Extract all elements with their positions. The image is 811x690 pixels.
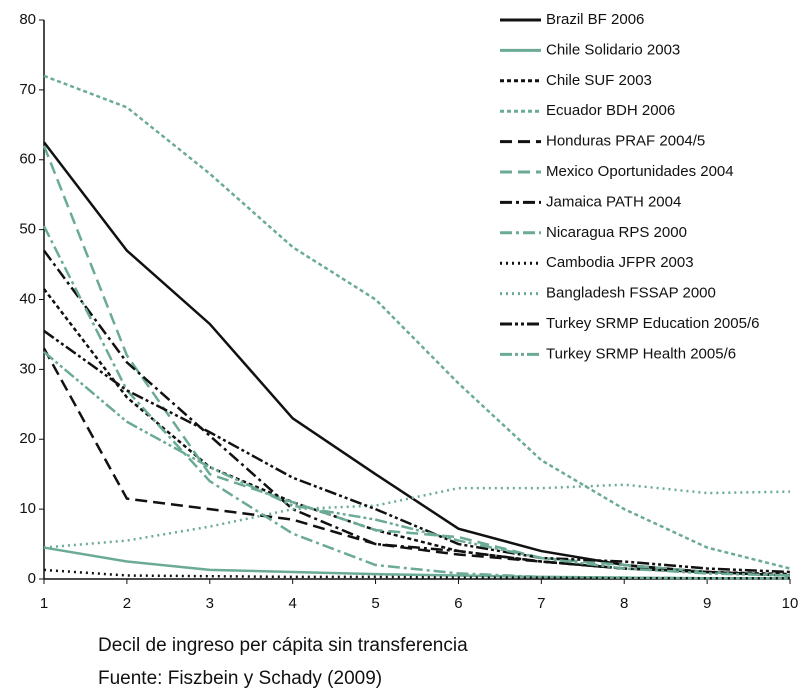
y-tick-label: 20 — [19, 430, 36, 447]
legend-label: Jamaica PATH 2004 — [546, 193, 681, 210]
x-tick-label: 6 — [454, 595, 462, 612]
y-tick-label: 50 — [19, 221, 36, 238]
series-line — [42, 225, 790, 580]
legend-label: Chile Solidario 2003 — [546, 41, 680, 58]
y-tick-label: 30 — [19, 360, 36, 377]
y-tick-label: 60 — [19, 151, 36, 168]
x-tick-label: 7 — [537, 595, 545, 612]
legend-label: Nicaragua RPS 2000 — [546, 224, 687, 241]
x-tick-label: 2 — [123, 595, 131, 612]
legend-label: Honduras PRAF 2004/5 — [546, 133, 705, 150]
series-line — [43, 546, 790, 580]
legend-label: Turkey SRMP Education 2005/6 — [546, 315, 759, 332]
x-tick-label: 8 — [620, 595, 628, 612]
legend-label: Chile SUF 2003 — [546, 72, 652, 89]
y-tick-label: 10 — [19, 500, 36, 517]
series-line — [43, 483, 791, 549]
series-line — [43, 350, 791, 577]
x-tick-label: 1 — [40, 595, 48, 612]
y-tick-label: 70 — [19, 81, 36, 98]
y-tick-label: 0 — [28, 570, 36, 587]
y-tick-label: 40 — [19, 290, 36, 307]
x-tick-label: 5 — [371, 595, 379, 612]
x-tick-label: 9 — [703, 595, 711, 612]
series-line — [43, 74, 791, 570]
legend-label: Brazil BF 2006 — [546, 11, 644, 28]
series-line — [43, 329, 791, 574]
source-note: Fuente: Fiszbein y Schady (2009) — [98, 668, 382, 689]
legend-label: Ecuador BDH 2006 — [546, 102, 675, 119]
y-tick-label: 80 — [19, 11, 36, 28]
legend-label: Bangladesh FSSAP 2000 — [546, 285, 716, 302]
x-axis-label: Decil de ingreso per cápita sin transfer… — [98, 635, 468, 656]
series-line — [43, 568, 790, 580]
series-line — [42, 145, 791, 577]
legend-label: Turkey SRMP Health 2005/6 — [546, 345, 736, 362]
x-tick-label: 10 — [782, 595, 799, 612]
series-line — [42, 249, 791, 577]
x-tick-label: 4 — [288, 595, 296, 612]
x-tick-label: 3 — [206, 595, 214, 612]
legend-label: Mexico Oportunidades 2004 — [546, 163, 734, 180]
legend-label: Cambodia JFPR 2003 — [546, 254, 694, 271]
